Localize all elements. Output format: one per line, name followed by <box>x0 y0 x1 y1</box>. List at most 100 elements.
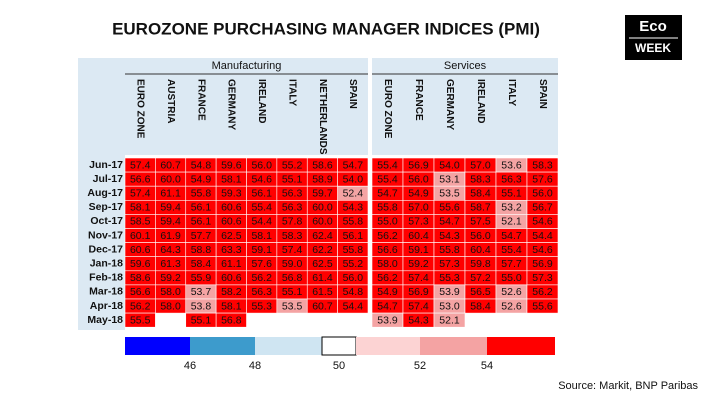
cell-value: 60.1 <box>130 230 151 242</box>
group-label: Services <box>444 60 487 72</box>
cell-value: 55.8 <box>377 202 398 214</box>
cell-value: 56.1 <box>191 202 212 214</box>
cell-value: 58.8 <box>191 244 212 256</box>
cell-value: 58.6 <box>130 272 151 284</box>
cell-value: 62.5 <box>312 258 333 270</box>
logo-top: Eco <box>639 18 667 35</box>
row-label: Oct-17 <box>90 215 123 227</box>
cell-value: 56.2 <box>532 286 553 298</box>
cell-value: 60.7 <box>312 300 333 312</box>
cell-value: 54.0 <box>343 173 364 185</box>
cell-value: 58.5 <box>130 216 151 228</box>
cell-value: 54.7 <box>377 188 398 200</box>
cell-value: 56.3 <box>282 202 303 214</box>
source: Source: Markit, BNP Paribas <box>558 380 698 392</box>
column-header: NETHERLANDS <box>317 79 328 155</box>
cell-value: 60.6 <box>221 202 242 214</box>
cell-value: 54.6 <box>251 173 272 185</box>
column-header: SPAIN <box>347 79 358 109</box>
cell-value: 55.0 <box>501 272 522 284</box>
legend-tick-label: 54 <box>481 360 493 372</box>
cell-value: 58.1 <box>130 202 151 214</box>
row-label: Sep-17 <box>89 201 124 213</box>
cell-value: 59.6 <box>130 258 151 270</box>
cell-value: 56.2 <box>377 272 398 284</box>
legend-tick-label: 52 <box>414 360 426 372</box>
cell-value: 60.0 <box>312 216 333 228</box>
column-header: GERMANY <box>444 79 455 130</box>
cell-value: 55.8 <box>343 216 364 228</box>
cell-value: 57.7 <box>191 230 212 242</box>
legend-swatch <box>255 337 322 355</box>
cell-value: 58.4 <box>470 188 491 200</box>
cell-value: 58.0 <box>377 258 398 270</box>
cell-value: 60.7 <box>160 159 181 171</box>
cell-value: 54.6 <box>532 216 553 228</box>
cell-value: 56.9 <box>532 258 553 270</box>
row-label: Nov-17 <box>88 229 123 241</box>
cell-value: 54.3 <box>439 230 460 242</box>
heat-cell <box>337 298 369 314</box>
cell-value: 56.0 <box>532 188 553 200</box>
cell-value: 53.5 <box>439 188 460 200</box>
cell-value: 52.6 <box>501 300 522 312</box>
cell-value: 54.7 <box>439 216 460 228</box>
cell-value: 58.0 <box>160 286 181 298</box>
legend-swatch <box>125 337 190 355</box>
cell-value: 54.7 <box>377 300 398 312</box>
cell-value: 61.5 <box>312 286 333 298</box>
cell-value: 55.6 <box>439 202 460 214</box>
cell-value: 54.7 <box>343 159 364 171</box>
cell-value: 58.9 <box>312 173 333 185</box>
row-label: Dec-17 <box>89 243 124 255</box>
cell-value: 53.5 <box>282 300 303 312</box>
cell-value: 59.0 <box>282 258 303 270</box>
cell-value: 55.9 <box>191 272 212 284</box>
column-header: EURO ZONE <box>382 79 393 139</box>
cell-value: 59.8 <box>470 258 491 270</box>
row-label: Aug-17 <box>87 187 123 199</box>
cell-value: 55.3 <box>251 300 272 312</box>
cell-value: 55.4 <box>377 159 398 171</box>
cell-value: 59.2 <box>408 258 429 270</box>
cell-value: 58.7 <box>470 202 491 214</box>
cell-value: 54.9 <box>191 173 212 185</box>
cell-value: 54.6 <box>532 244 553 256</box>
cell-value: 56.0 <box>470 230 491 242</box>
column-header: GERMANY <box>226 79 237 130</box>
cell-value: 56.3 <box>282 188 303 200</box>
cell-value: 57.0 <box>408 202 429 214</box>
cell-value: 55.4 <box>377 173 398 185</box>
cell-value: 57.4 <box>282 244 303 256</box>
cell-value: 55.8 <box>343 244 364 256</box>
cell-value: 54.4 <box>251 216 272 228</box>
cell-value: 59.1 <box>408 244 429 256</box>
cell-value: 56.6 <box>130 286 151 298</box>
cell-value: 53.1 <box>439 173 460 185</box>
cell-value: 59.2 <box>160 272 181 284</box>
cell-value: 55.5 <box>130 314 151 326</box>
cell-value: 58.3 <box>532 159 553 171</box>
cell-value: 53.6 <box>501 159 522 171</box>
cell-value: 56.2 <box>251 272 272 284</box>
cell-value: 57.0 <box>470 159 491 171</box>
cell-value: 56.3 <box>251 286 272 298</box>
cell-value: 55.8 <box>439 244 460 256</box>
column-header: ITALY <box>286 79 297 107</box>
cell-value: 62.4 <box>312 230 333 242</box>
cell-value: 55.1 <box>501 188 522 200</box>
heat-cell <box>215 312 247 328</box>
cell-value: 58.1 <box>221 173 242 185</box>
row-label: Feb-18 <box>89 272 123 284</box>
cell-value: 53.7 <box>191 286 212 298</box>
cell-value: 56.7 <box>532 202 553 214</box>
cell-value: 60.0 <box>312 202 333 214</box>
cell-value: 55.0 <box>377 216 398 228</box>
legend-swatch <box>420 337 487 355</box>
cell-value: 54.0 <box>439 159 460 171</box>
cell-value: 60.6 <box>221 216 242 228</box>
row-label: Apr-18 <box>90 300 123 312</box>
title: EUROZONE PURCHASING MANAGER INDICES (PMI… <box>112 19 540 38</box>
column-header: IRELAND <box>475 79 486 123</box>
legend-tick-label: 46 <box>184 360 196 372</box>
